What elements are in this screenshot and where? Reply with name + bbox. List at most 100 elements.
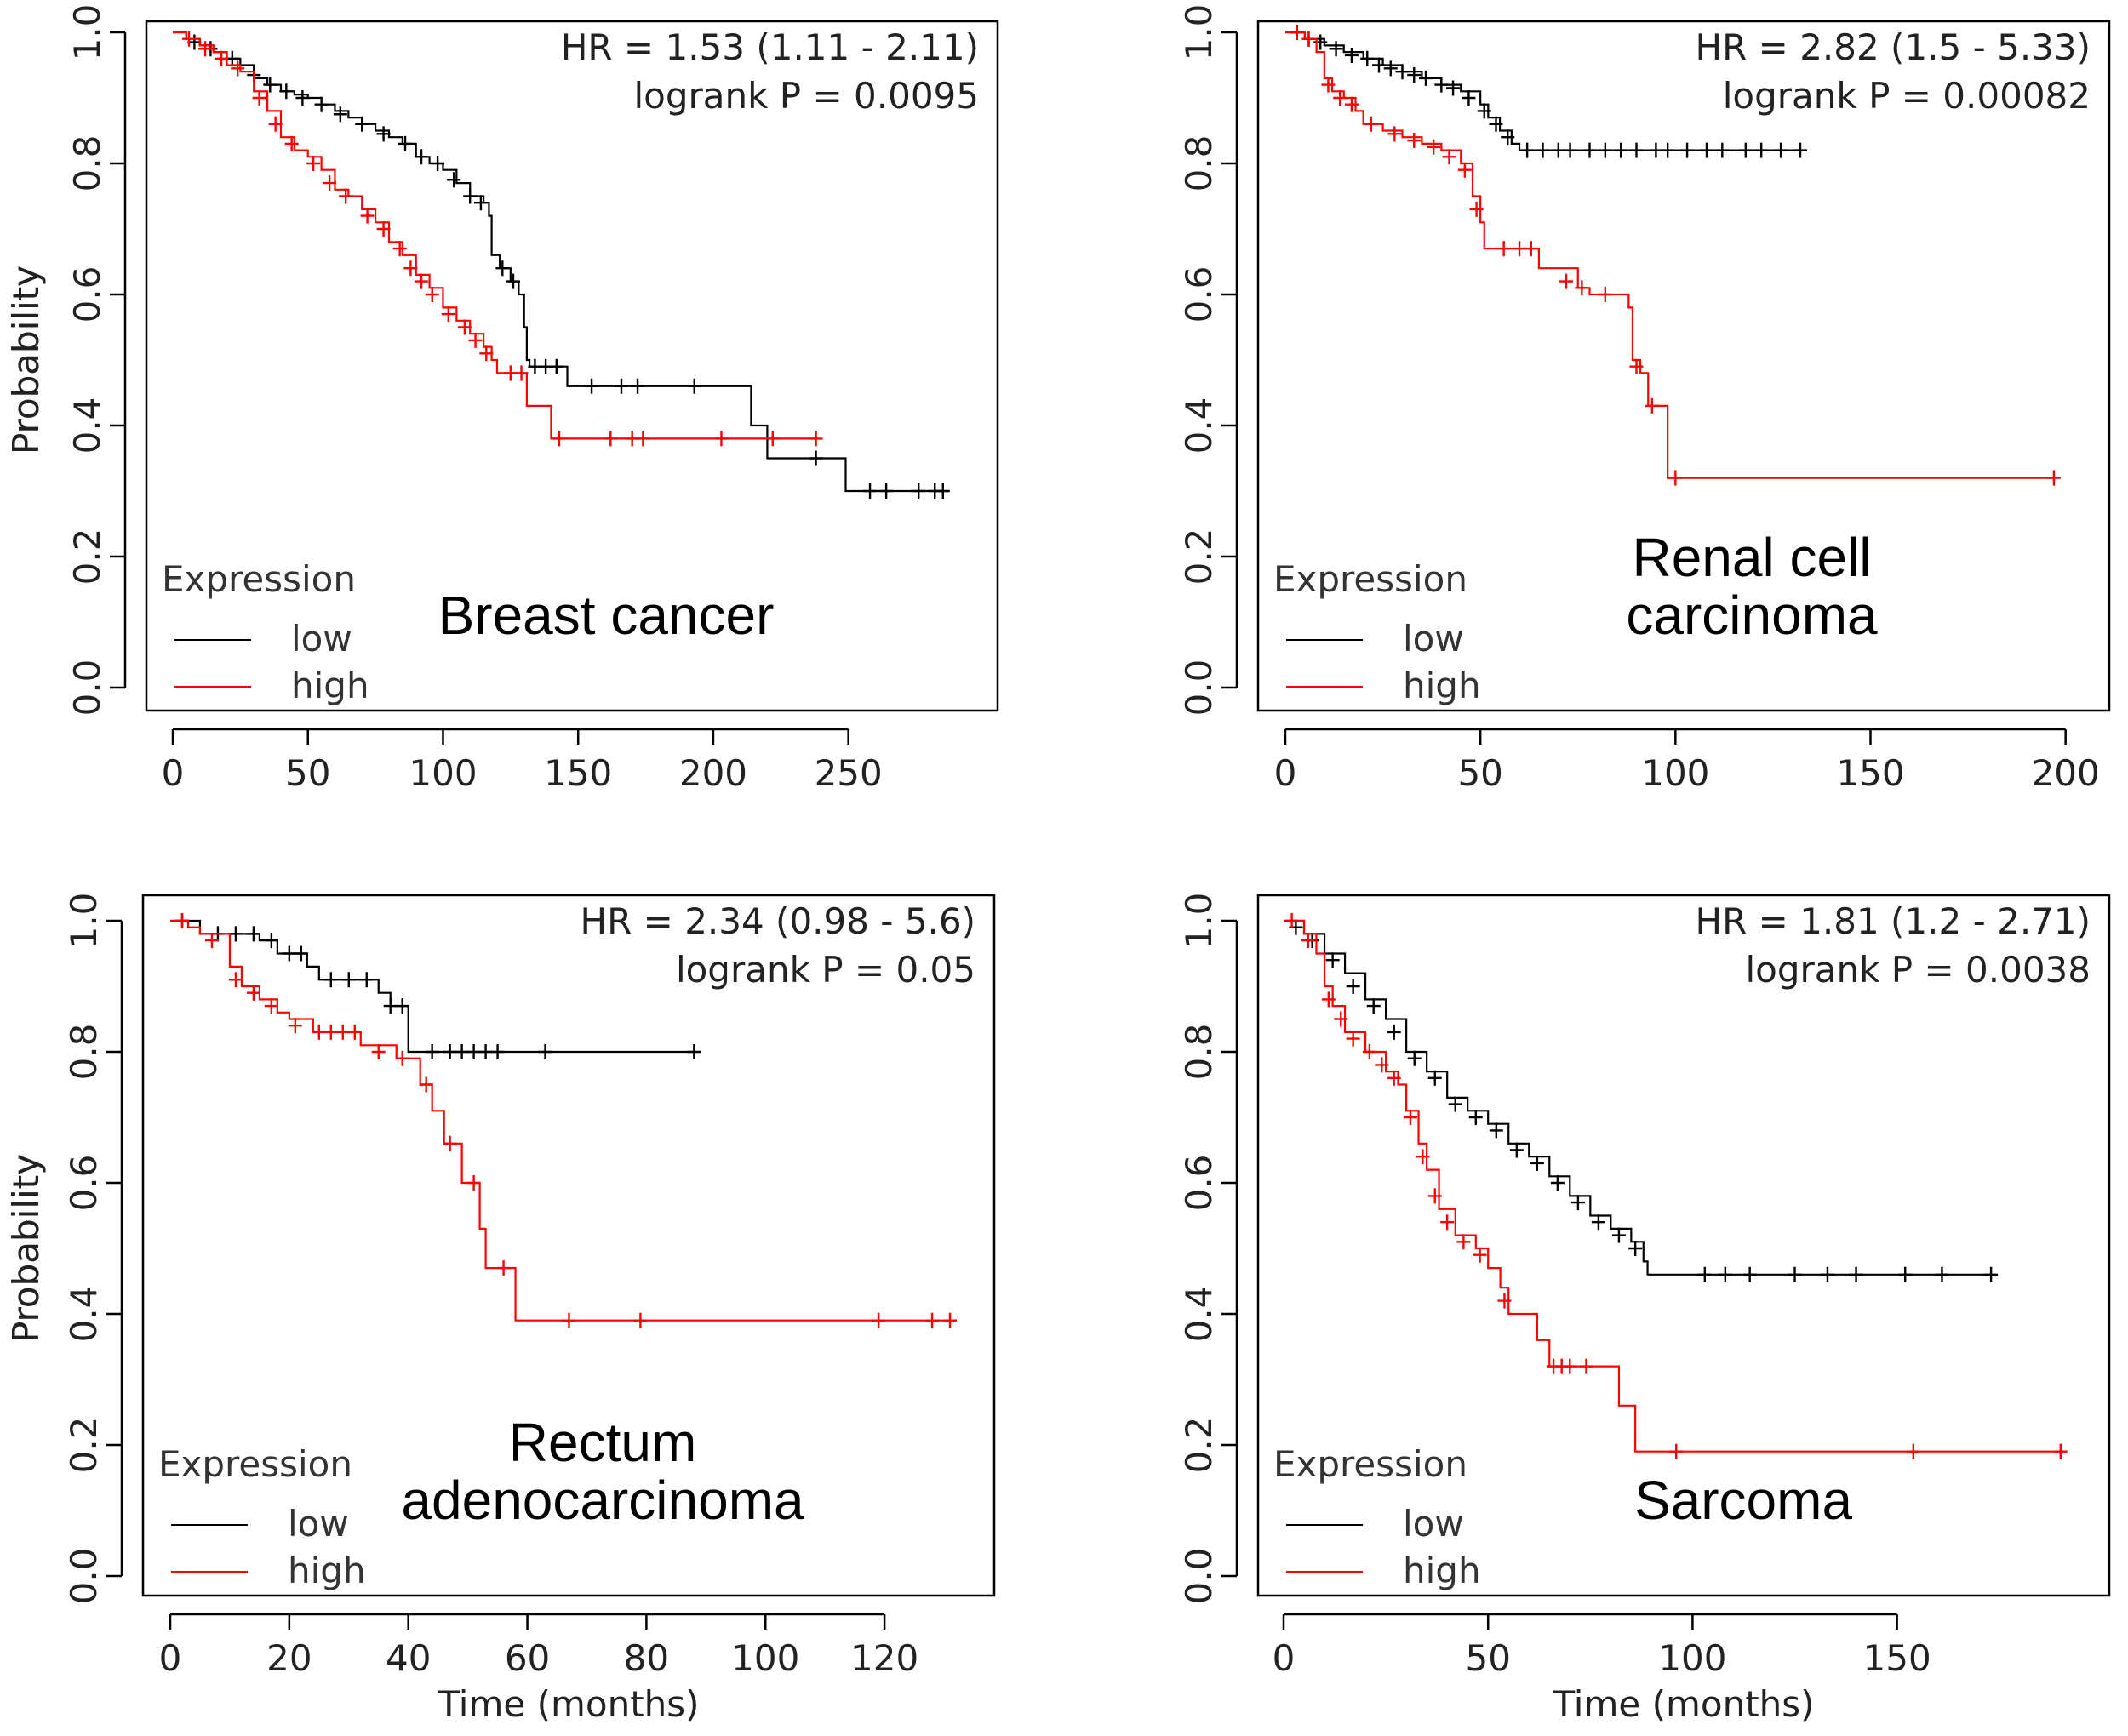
censor-mark-high [215, 50, 229, 66]
censor-mark-high [1301, 31, 1316, 47]
censor-mark-high [604, 431, 618, 447]
censor-mark-high [347, 1024, 362, 1040]
censor-mark-low [1649, 142, 1663, 158]
legend-label-high: high [288, 1550, 366, 1591]
x-tick-label: 50 [1457, 752, 1502, 794]
y-tick-label: 1.0 [1178, 4, 1220, 61]
censor-mark-low [1448, 1096, 1462, 1112]
legend-label-low: low [288, 1503, 349, 1545]
censor-mark-high [1456, 1234, 1471, 1250]
censor-mark-low [1325, 952, 1340, 968]
censor-mark-low [1614, 142, 1628, 158]
x-tick-label: 100 [1658, 1637, 1726, 1679]
censor-mark-low [631, 378, 645, 394]
x-tick-label: 150 [1836, 752, 1904, 794]
x-axis-label: Time (months) [1552, 1683, 1814, 1725]
censor-mark-high [809, 431, 823, 447]
censor-mark-high [312, 1024, 326, 1040]
y-tick-label: 0.2 [1178, 1417, 1220, 1474]
censor-mark-low [506, 273, 521, 289]
censor-mark-low [1935, 1266, 1949, 1282]
censor-mark-low [314, 96, 329, 112]
hr-annotation: HR = 2.82 (1.5 - 5.33) [1696, 26, 2091, 68]
censor-mark-high [174, 913, 189, 928]
censor-mark-high [943, 1312, 958, 1328]
censor-mark-high [1387, 1070, 1401, 1086]
km-panel-1: 0.0 0.2 0.4 0.6 0.8 1.0 Probability 0 50 100 150 20… [5, 4, 999, 794]
legend-label-low: low [1403, 618, 1464, 660]
censor-mark-low [1598, 142, 1612, 158]
censor-mark-high [284, 135, 299, 151]
censor-mark-low [1629, 142, 1644, 158]
y-tick-label: 0.0 [66, 660, 108, 717]
legend-label-high: high [291, 665, 369, 706]
censor-mark-high [198, 41, 213, 57]
legend-title: Expression [1273, 1443, 1467, 1485]
km-curve-high [1285, 31, 2054, 479]
censor-mark-high [1284, 913, 1299, 928]
plot-frame [1256, 894, 2111, 1597]
censor-mark-high [1333, 90, 1347, 106]
censor-mark-low [1700, 142, 1713, 158]
censor-mark-high [1364, 116, 1378, 132]
censor-mark-low [538, 1044, 552, 1059]
y-tick-label: 0.4 [1178, 397, 1220, 454]
censor-mark-low [1344, 47, 1359, 63]
x-tick-label: 100 [409, 752, 477, 794]
censor-mark-low [1489, 1122, 1503, 1139]
censor-mark-high [1668, 470, 1683, 486]
y-tick-label: 1.0 [66, 4, 108, 61]
x-tick-label: 0 [1273, 1637, 1296, 1679]
censor-mark-low [549, 358, 563, 374]
censor-mark-high [714, 431, 729, 447]
censor-mark-high [457, 319, 472, 335]
y-tick-label: 0.0 [1178, 660, 1220, 717]
censor-mark-high [182, 31, 197, 47]
censor-mark-high [1575, 280, 1589, 296]
censor-mark-low [1591, 1214, 1605, 1231]
censor-mark-low [1489, 116, 1503, 132]
censor-mark-high [1513, 241, 1526, 257]
censor-mark-high [925, 1312, 940, 1328]
censor-mark-high [264, 998, 278, 1014]
censor-mark-high [1416, 1149, 1430, 1165]
censor-mark-low [398, 135, 413, 151]
censor-mark-low [1820, 1266, 1834, 1282]
censor-mark-low [1984, 1266, 1999, 1282]
censor-mark-low [246, 926, 260, 942]
plot-frame [1256, 20, 2111, 712]
y-tick-label: 0.6 [63, 1155, 105, 1212]
censor-mark-low [1536, 142, 1550, 158]
km-curve-high [173, 31, 816, 440]
censor-mark-high [1496, 241, 1511, 257]
censor-mark-high [466, 1175, 481, 1191]
censor-mark-high [246, 985, 260, 1001]
legend-title: Expression [1273, 558, 1467, 600]
censor-mark-high [636, 431, 650, 447]
censor-mark-low [1849, 1266, 1863, 1282]
censor-mark-high [392, 241, 407, 257]
censor-mark-low [1434, 77, 1449, 93]
panel-title-line: Renal cell [1632, 527, 1871, 588]
censor-mark-high [872, 1312, 886, 1328]
x-tick-label: 200 [679, 752, 747, 794]
plot-frame [141, 894, 996, 1597]
censor-mark-low [1570, 1195, 1585, 1211]
censor-mark-low [1419, 70, 1433, 86]
censor-mark-low [1697, 1266, 1712, 1282]
censor-mark-low [1366, 998, 1381, 1014]
y-axis-label: Probability [5, 266, 47, 454]
censor-mark-low [1754, 142, 1769, 158]
panel-title-line: carcinoma [1626, 585, 1878, 646]
censor-mark-low [264, 933, 278, 949]
y-tick-label: 0.8 [1178, 1024, 1220, 1081]
censor-mark-low [463, 188, 478, 204]
censor-mark-high [2053, 1443, 2068, 1459]
censor-mark-high [633, 1312, 648, 1328]
censor-mark-low [1509, 1142, 1524, 1158]
x-tick-label: 0 [159, 1637, 182, 1679]
y-tick-label: 0.6 [66, 266, 108, 323]
censor-mark-high [562, 1312, 576, 1328]
censor-mark-low [1898, 1266, 1913, 1282]
km-curve-high [1284, 919, 2061, 1453]
